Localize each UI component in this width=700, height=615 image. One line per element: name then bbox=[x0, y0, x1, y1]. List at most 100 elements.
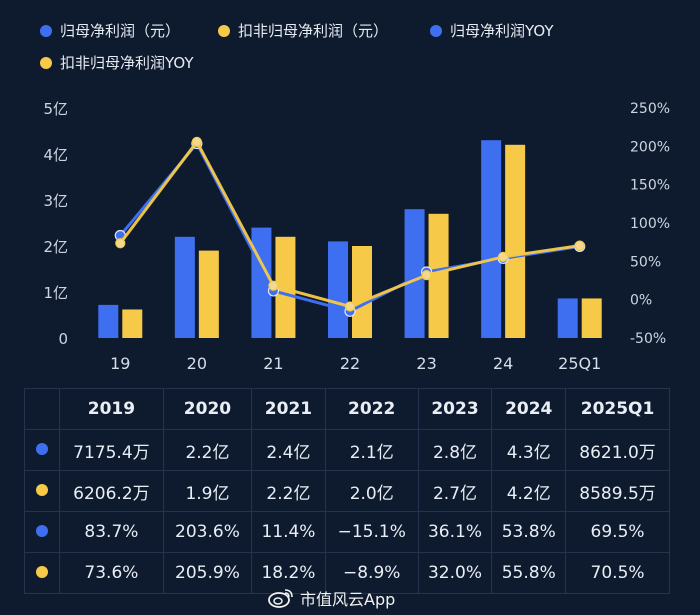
x-axis-tick-label: 21 bbox=[263, 354, 283, 373]
table-cell: −8.9% bbox=[324, 552, 419, 594]
table-cell: 32.0% bbox=[417, 552, 493, 594]
watermark-text: 市值风云App bbox=[300, 590, 396, 609]
yoy-point-deducted-net-profit bbox=[421, 270, 432, 281]
row-color-dot bbox=[36, 566, 48, 578]
row-color-dot bbox=[36, 525, 48, 537]
legend-item: 归母净利润（元） bbox=[40, 20, 180, 41]
bar-net-profit bbox=[328, 241, 348, 338]
legend-item: 扣非归母净利润YOY bbox=[40, 52, 194, 73]
table-cell: 7175.4万 bbox=[59, 429, 164, 471]
table-row: 73.6% 205.9% 18.2% −8.9% 32.0% 55.8% 70.5% bbox=[24, 552, 670, 594]
table-row: 6206.2万 1.9亿 2.2亿 2.0亿 2.7亿 4.2亿 8589.5万 bbox=[24, 470, 670, 512]
legend-swatch bbox=[40, 56, 52, 69]
left-axis-tick-label: 1亿 bbox=[43, 284, 68, 302]
table-cell: 70.5% bbox=[565, 552, 670, 594]
right-axis-tick-label: 100% bbox=[630, 216, 670, 232]
bar-deducted-net-profit bbox=[275, 236, 296, 338]
weibo-logo-icon bbox=[268, 589, 293, 608]
row-color-dot bbox=[36, 484, 48, 496]
legend-item: 扣非归母净利润（元） bbox=[218, 20, 388, 41]
table-cell: 2.8亿 bbox=[417, 429, 493, 471]
table-header-cell: 2019 bbox=[59, 388, 164, 430]
bar-deducted-net-profit bbox=[352, 246, 372, 338]
table-header-cell: 2022 bbox=[324, 388, 419, 430]
table-header-cell: 2021 bbox=[251, 388, 326, 430]
left-axis-tick-label: 5亿 bbox=[43, 100, 68, 118]
table-header-cell: 2020 bbox=[162, 388, 253, 430]
row-marker-cell bbox=[24, 470, 60, 512]
table-cell: 55.8% bbox=[491, 552, 567, 594]
table-header-row: 2019 2020 2021 2022 2023 2024 2025Q1 bbox=[24, 388, 670, 430]
right-axis-tick-label: 150% bbox=[630, 178, 670, 194]
bar-net-profit bbox=[557, 298, 578, 338]
table-corner-cell bbox=[24, 388, 60, 430]
table-cell: 2.2亿 bbox=[251, 470, 326, 512]
right-axis-tick-label: -50% bbox=[630, 331, 666, 347]
yoy-point-deducted-net-profit bbox=[191, 136, 202, 147]
table-cell: 203.6% bbox=[162, 511, 253, 553]
left-axis-tick-label: 3亿 bbox=[43, 192, 68, 210]
table-header-cell: 2023 bbox=[417, 388, 493, 430]
right-axis-tick-label: 200% bbox=[630, 139, 670, 155]
table-cell: 2.1亿 bbox=[324, 429, 419, 471]
x-axis-tick-label: 20 bbox=[187, 354, 207, 373]
legend-label: 扣非归母净利润（元） bbox=[238, 22, 389, 40]
table-cell: 36.1% bbox=[417, 511, 493, 553]
table-cell: 6206.2万 bbox=[59, 470, 164, 512]
legend-swatch bbox=[430, 24, 442, 37]
table-cell: 83.7% bbox=[59, 511, 164, 553]
row-color-dot bbox=[36, 443, 48, 455]
data-table: 2019 2020 2021 2022 2023 2024 2025Q1 717… bbox=[24, 388, 670, 594]
table-cell: 205.9% bbox=[162, 552, 253, 594]
bar-net-profit bbox=[481, 140, 502, 338]
legend-label: 归母净利润YOY bbox=[450, 22, 554, 40]
right-axis-tick-label: 250% bbox=[630, 101, 670, 117]
table-header-cell: 2024 bbox=[491, 388, 567, 430]
table-cell: 2.0亿 bbox=[324, 470, 419, 512]
legend-swatch bbox=[40, 24, 52, 37]
table-cell: 18.2% bbox=[251, 552, 326, 594]
table-cell: 11.4% bbox=[251, 511, 326, 553]
yoy-point-deducted-net-profit bbox=[268, 280, 279, 291]
table-cell: −15.1% bbox=[324, 511, 419, 553]
table-cell: 8589.5万 bbox=[565, 470, 670, 512]
table-cell: 2.4亿 bbox=[251, 429, 326, 471]
left-axis-tick-label: 4亿 bbox=[43, 146, 68, 164]
table-cell: 73.6% bbox=[59, 552, 164, 594]
yoy-point-deducted-net-profit bbox=[498, 251, 509, 262]
row-marker-cell bbox=[24, 511, 60, 553]
bar-deducted-net-profit bbox=[428, 213, 449, 338]
bar-net-profit bbox=[404, 209, 425, 338]
x-axis-tick-label: 22 bbox=[340, 354, 360, 373]
row-marker-cell bbox=[24, 552, 60, 594]
table-cell: 4.2亿 bbox=[491, 470, 567, 512]
right-axis-tick-label: 50% bbox=[630, 254, 661, 270]
left-axis-tick-label: 0 bbox=[58, 330, 68, 348]
table-cell: 1.9亿 bbox=[162, 470, 253, 512]
bar-deducted-net-profit bbox=[122, 309, 143, 338]
bar-deducted-net-profit bbox=[198, 250, 219, 338]
bar-net-profit bbox=[174, 236, 195, 338]
table-header-cell: 2025Q1 bbox=[565, 388, 670, 430]
watermark: 市值风云App bbox=[268, 586, 395, 610]
table-cell: 2.2亿 bbox=[162, 429, 253, 471]
table-cell: 2.7亿 bbox=[417, 470, 493, 512]
table-cell: 8621.0万 bbox=[565, 429, 670, 471]
table-cell: 69.5% bbox=[565, 511, 670, 553]
yoy-point-deducted-net-profit bbox=[344, 301, 356, 312]
table-cell: 53.8% bbox=[491, 511, 567, 553]
legend-item: 归母净利润YOY bbox=[430, 20, 554, 41]
table-cell: 4.3亿 bbox=[491, 429, 567, 471]
x-axis-tick-label: 23 bbox=[416, 354, 436, 373]
right-axis-tick-label: 0% bbox=[630, 293, 652, 309]
legend-label: 归母净利润（元） bbox=[60, 22, 181, 40]
bar-net-profit bbox=[98, 304, 119, 338]
yoy-point-deducted-net-profit bbox=[574, 240, 585, 251]
x-axis-tick-label: 25Q1 bbox=[558, 354, 601, 373]
table-row: 7175.4万 2.2亿 2.4亿 2.1亿 2.8亿 4.3亿 8621.0万 bbox=[24, 429, 670, 471]
table-row: 83.7% 203.6% 11.4% −15.1% 36.1% 53.8% 69.5% bbox=[24, 511, 670, 553]
legend-label: 扣非归母净利润YOY bbox=[60, 54, 194, 72]
legend-swatch bbox=[218, 24, 230, 37]
left-axis-tick-label: 2亿 bbox=[43, 238, 68, 256]
bar-deducted-net-profit bbox=[505, 144, 526, 338]
